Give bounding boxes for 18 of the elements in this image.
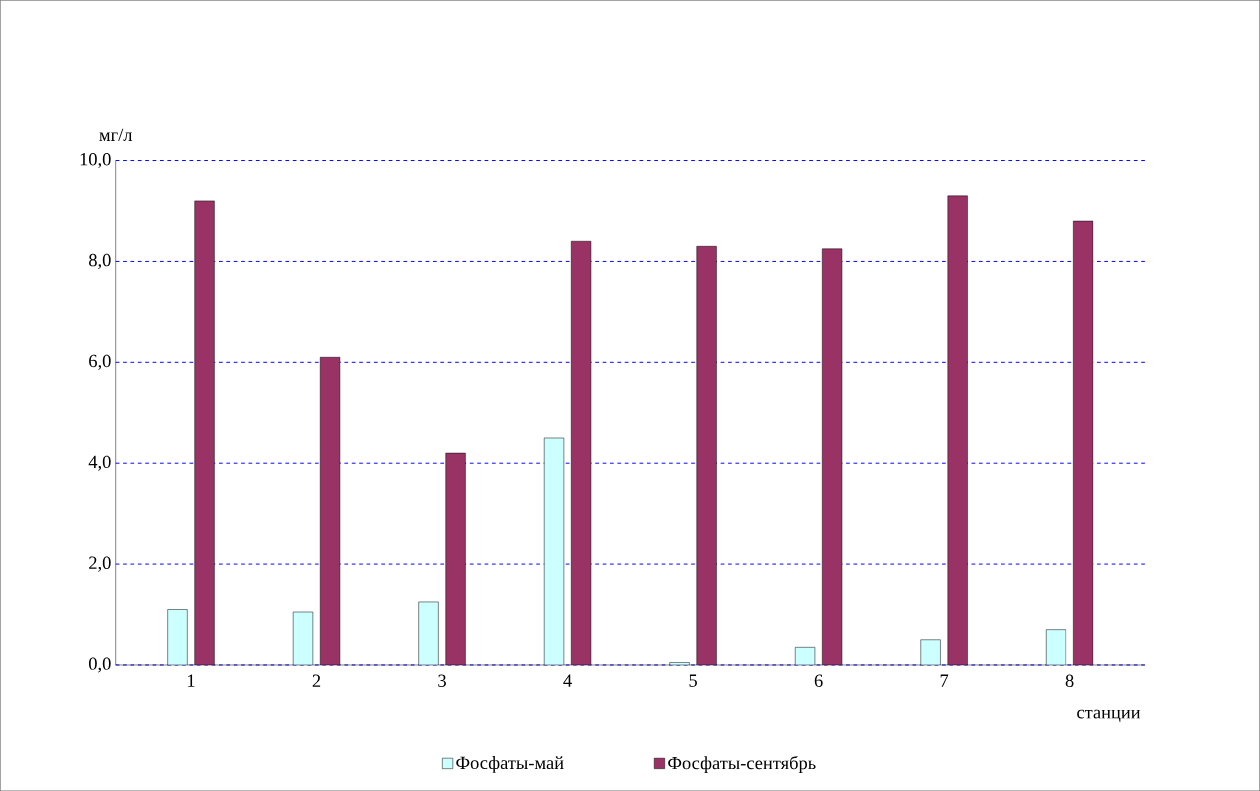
x-tick-label: 3 — [438, 674, 446, 687]
y-tick-label: 4,0 — [88, 455, 111, 471]
y-tick-label: 8,0 — [89, 253, 111, 269]
y-tick-label: 10,0 — [80, 152, 111, 168]
x-tick-label: 8 — [1065, 674, 1074, 687]
x-axis-title: станции — [1077, 709, 1141, 722]
x-tick-label: 4 — [563, 674, 572, 687]
x-tick-label: 6 — [814, 674, 823, 687]
legend-label: Фосфаты-май — [456, 756, 564, 773]
y-tick-label: 2,0 — [89, 556, 111, 572]
x-tick-label: 2 — [312, 674, 321, 687]
x-tick-label: 5 — [689, 674, 697, 687]
y-tick-label: 0,0 — [89, 657, 111, 673]
y-tick-label: 6,0 — [89, 354, 111, 370]
x-tick-label: 7 — [940, 674, 949, 687]
y-axis-title: мг/л — [99, 128, 133, 141]
legend-label: Фосфаты-сентябрь — [668, 755, 816, 773]
x-tick-label: 1 — [188, 674, 195, 687]
